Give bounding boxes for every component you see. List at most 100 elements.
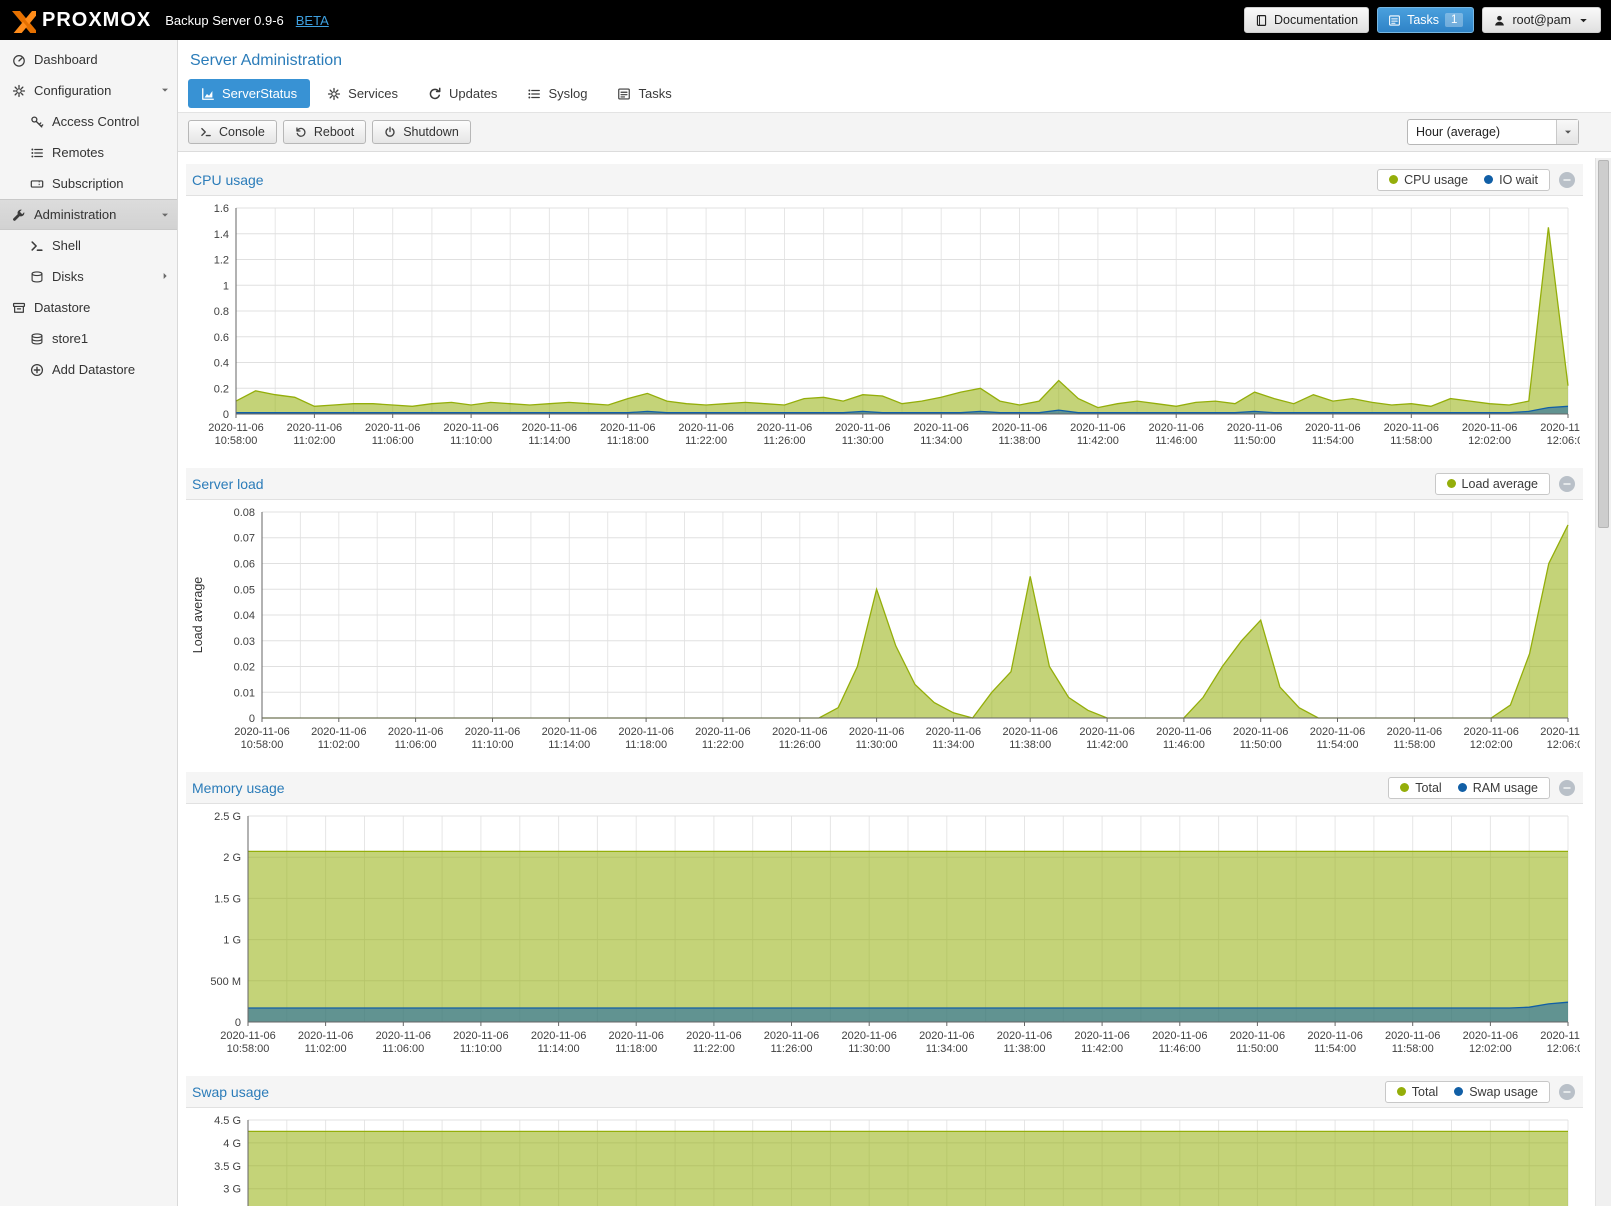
tasks-button[interactable]: Tasks 1 [1377, 7, 1475, 33]
collapse-panel-button[interactable] [1559, 1083, 1575, 1100]
legend-item-total[interactable]: Total [1400, 781, 1442, 795]
sidebar-item-remotes[interactable]: Remotes [0, 137, 177, 168]
user-label: root@pam [1512, 13, 1571, 27]
shutdown-button[interactable]: Shutdown [372, 120, 471, 144]
main-content: Server Administration ServerStatus Servi… [178, 40, 1611, 1206]
sidebar-item-configuration[interactable]: Configuration [0, 75, 177, 106]
svg-text:0.07: 0.07 [234, 533, 255, 545]
legend-item-io-wait[interactable]: IO wait [1484, 173, 1538, 187]
collapse-panel-button[interactable] [1559, 171, 1575, 188]
chevron-right-icon[interactable] [159, 270, 171, 282]
sidebar-item-label: Dashboard [34, 52, 98, 67]
sidebar-item-dashboard[interactable]: Dashboard [0, 44, 177, 75]
tab-tasks[interactable]: Tasks [604, 79, 684, 108]
documentation-button[interactable]: Documentation [1244, 7, 1370, 33]
sidebar-item-shell[interactable]: Shell [0, 230, 177, 261]
legend-item-load-average[interactable]: Load average [1446, 477, 1538, 491]
legend-item-total[interactable]: Total [1396, 1085, 1438, 1099]
legend-dot-blue [1457, 783, 1467, 792]
legend-dot-blue [1484, 175, 1494, 184]
svg-text:0.8: 0.8 [214, 306, 229, 318]
reboot-button[interactable]: Reboot [282, 120, 367, 144]
beta-link[interactable]: BETA [295, 12, 329, 28]
sidebar-item-subscription[interactable]: Subscription [0, 168, 177, 199]
sidebar-item-administration[interactable]: Administration [0, 199, 177, 230]
sidebar-item-access-control[interactable]: Access Control [0, 106, 177, 137]
panel-cpu-usage: CPU usage CPU usage IO wait [186, 164, 1583, 458]
collapse-panel-button[interactable] [1559, 475, 1575, 492]
svg-text:500 M: 500 M [210, 976, 241, 988]
timeframe-value: Hour (average) [1416, 125, 1501, 139]
svg-text:0.06: 0.06 [234, 559, 255, 571]
console-label: Console [219, 125, 265, 139]
timeframe-select[interactable]: Hour (average) [1407, 119, 1579, 145]
legend-dot-green [1396, 1087, 1406, 1096]
cpu-usage-chart: 0 0.2 0.4 0.6 0.8 1 1.2 1.4 1.6 2020-11-06 10:58:0… [188, 198, 1580, 458]
panel-title-cpu: CPU usage [192, 171, 264, 188]
sidebar-item-datastore[interactable]: Datastore [0, 292, 177, 323]
panel-header: Swap usage Total Swap usage [186, 1076, 1583, 1108]
legend-item-swap-usage[interactable]: Swap usage [1454, 1085, 1538, 1099]
gauge-icon [12, 53, 26, 67]
legend-server-load: Load average [1434, 472, 1550, 495]
svg-text:1.4: 1.4 [214, 229, 229, 241]
sidebar-item-add-datastore[interactable]: Add Datastore [0, 354, 177, 385]
legend-item-ram-usage[interactable]: RAM usage [1457, 781, 1538, 795]
sidebar-item-store1[interactable]: store1 [0, 323, 177, 354]
tasks-label: Tasks [1407, 13, 1440, 27]
tab-label: Updates [449, 86, 498, 101]
scrollbar-thumb[interactable] [1598, 160, 1609, 528]
panel-server-load: Server load Load average 0 0.01 0.02 0.03 0.… [186, 468, 1583, 762]
legend-dot-blue [1454, 1087, 1464, 1096]
top-header: PROXMOX Backup Server 0.9-6 BETA Documen… [0, 0, 1611, 40]
svg-text:0.05: 0.05 [234, 584, 255, 596]
brand-name: PROXMOX [42, 8, 152, 31]
svg-text:0: 0 [249, 713, 255, 725]
sidebar-item-label: Configuration [34, 83, 112, 98]
collapse-panel-button[interactable] [1559, 779, 1575, 796]
sidebar-item-label: Remotes [52, 145, 105, 160]
tasks-icon [617, 87, 631, 101]
database-icon [30, 332, 44, 346]
tab-label: Tasks [638, 86, 672, 101]
chevron-down-icon[interactable] [159, 209, 171, 221]
tab-updates[interactable]: Updates [415, 79, 510, 108]
toolbar: Console Reboot Shutdown Hour (average) [178, 112, 1611, 152]
legend-item-cpu-usage[interactable]: CPU usage [1389, 173, 1468, 187]
sidebar-item-disks[interactable]: Disks [0, 261, 177, 292]
refresh-icon [428, 87, 442, 101]
combo-caret-icon[interactable] [1556, 120, 1578, 144]
disks-icon [30, 270, 44, 284]
console-button[interactable]: Console [188, 120, 277, 144]
tab-syslog[interactable]: Syslog [514, 79, 600, 108]
user-menu-button[interactable]: root@pam [1482, 7, 1601, 33]
vertical-scrollbar[interactable] [1595, 158, 1611, 1206]
sidebar-item-label: Shell [52, 238, 81, 253]
tab-services[interactable]: Services [314, 79, 411, 108]
sidebar-item-label: Administration [34, 207, 117, 222]
tab-serverstatus[interactable]: ServerStatus [188, 79, 311, 108]
svg-text:0.04: 0.04 [234, 610, 255, 622]
chevron-down-icon[interactable] [159, 84, 171, 96]
svg-text:0.6: 0.6 [214, 332, 229, 344]
